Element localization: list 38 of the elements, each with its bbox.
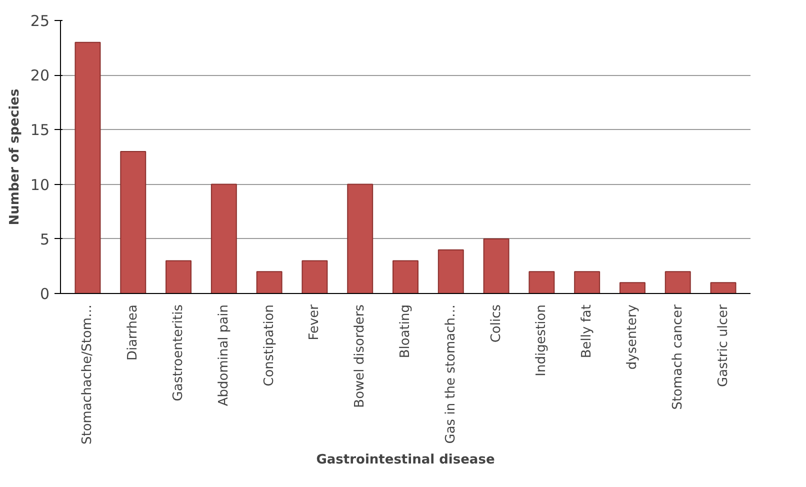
bar — [166, 260, 192, 294]
x-tick-label: Gastric ulcer — [716, 304, 731, 387]
x-tick-label: Abdominal pain — [216, 304, 232, 406]
y-axis-title: Number of species — [7, 88, 22, 226]
x-tick-label: Gas in the stomach… — [443, 304, 458, 444]
bar — [574, 271, 600, 294]
x-tick-label: Colics — [488, 304, 504, 343]
x-tick-label: Bloating — [398, 304, 413, 358]
bar — [664, 271, 691, 294]
bar — [392, 260, 418, 294]
x-tick-label: Stomachache/Stom… — [80, 304, 96, 445]
bar — [120, 151, 146, 294]
y-tick-label: 15 — [30, 121, 50, 140]
bar — [256, 271, 282, 294]
x-tick-label: Gastroenteritis — [171, 304, 186, 402]
bar — [302, 260, 328, 294]
y-tick-label: 10 — [30, 176, 50, 194]
x-tick-label: Bowel disorders — [352, 304, 368, 408]
bar — [347, 184, 374, 294]
y-tick-label: 25 — [30, 12, 50, 30]
x-tick-label: dysentery — [624, 304, 640, 370]
bar — [438, 249, 464, 294]
x-tick-label: Belly fat — [580, 304, 595, 358]
y-tick-label: 0 — [40, 285, 50, 303]
x-tick-label: Fever — [307, 304, 322, 340]
y-tick-label: 5 — [40, 230, 50, 248]
bar — [74, 42, 101, 294]
bar — [528, 271, 555, 294]
x-axis-title: Gastrointestinal disease — [316, 452, 495, 468]
x-tick-label: Indigestion — [534, 304, 550, 376]
bar — [210, 184, 237, 294]
x-tick-label: Diarrhea — [126, 304, 141, 361]
bar — [619, 282, 646, 294]
y-tick-label: 20 — [30, 66, 50, 85]
bar — [710, 282, 736, 294]
x-tick-label: Constipation — [262, 304, 277, 386]
x-tick-label: Stomach cancer — [670, 304, 686, 410]
bar — [483, 238, 510, 294]
